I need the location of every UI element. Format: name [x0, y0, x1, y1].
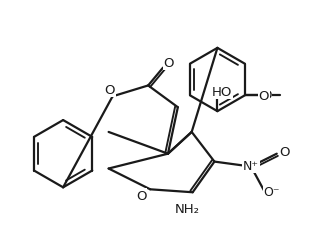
- Text: O: O: [104, 84, 115, 97]
- Text: NH₂: NH₂: [175, 202, 200, 215]
- Text: O: O: [136, 189, 147, 202]
- Text: O: O: [258, 89, 269, 102]
- Text: O: O: [279, 146, 290, 159]
- Text: O: O: [164, 57, 174, 70]
- Text: HO: HO: [212, 85, 233, 99]
- Text: O⁻: O⁻: [264, 185, 280, 198]
- Text: O: O: [261, 88, 272, 102]
- Text: N⁺: N⁺: [243, 160, 259, 172]
